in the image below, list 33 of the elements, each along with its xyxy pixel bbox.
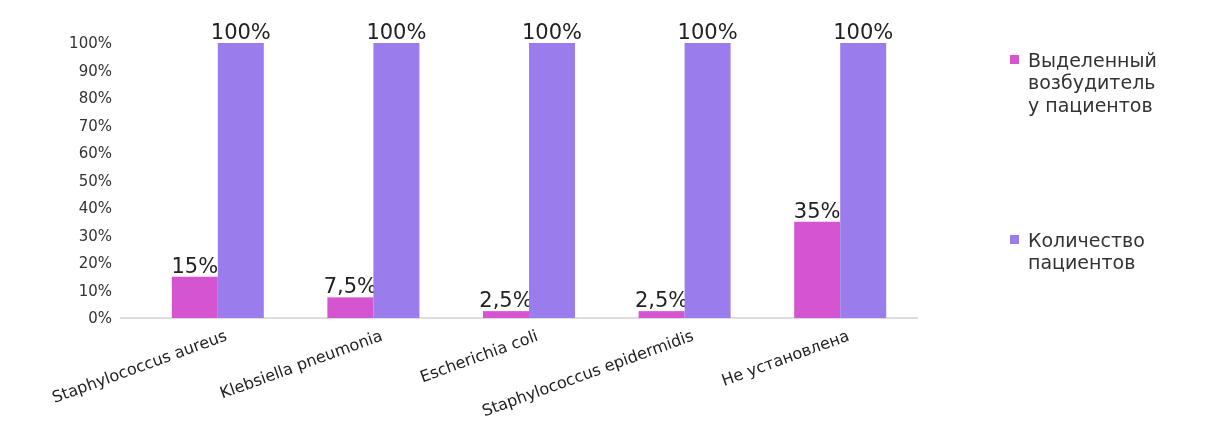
- bar: [638, 311, 685, 318]
- y-tick-label: 40%: [78, 199, 112, 218]
- y-tick-label: 20%: [78, 254, 112, 273]
- bar: [840, 43, 887, 318]
- y-tick-label: 80%: [78, 89, 112, 108]
- legend-label: Выделенный возбудитель у пациентов: [1028, 48, 1157, 117]
- y-tick-label: 30%: [78, 226, 112, 245]
- legend-label: Количество пациентов: [1028, 228, 1145, 274]
- bar: [483, 311, 529, 318]
- y-tick-label: 100%: [69, 34, 112, 53]
- bar: [171, 276, 218, 318]
- data-label: 100%: [833, 20, 894, 44]
- bar: [794, 221, 841, 318]
- data-label: 7,5%: [323, 274, 378, 299]
- y-tick-label: 50%: [78, 171, 112, 190]
- bar: [684, 43, 731, 318]
- data-label: 2,5%: [479, 288, 533, 313]
- y-tick-label: 60%: [78, 144, 112, 163]
- data-label: 35%: [793, 198, 841, 223]
- y-tick-label: 90%: [78, 61, 112, 80]
- data-label: 100%: [210, 20, 271, 44]
- y-tick-label: 0%: [88, 309, 112, 328]
- data-label: 100%: [521, 20, 583, 44]
- data-label: 2,5%: [634, 288, 689, 313]
- bar: [373, 43, 420, 318]
- bar: [217, 43, 264, 318]
- y-tick-label: 70%: [78, 116, 112, 135]
- data-label: 100%: [366, 20, 427, 44]
- data-label: 100%: [677, 20, 738, 44]
- bar: [327, 297, 374, 318]
- bar: [529, 43, 575, 318]
- data-label: 15%: [171, 253, 219, 278]
- y-tick-label: 10%: [78, 281, 112, 300]
